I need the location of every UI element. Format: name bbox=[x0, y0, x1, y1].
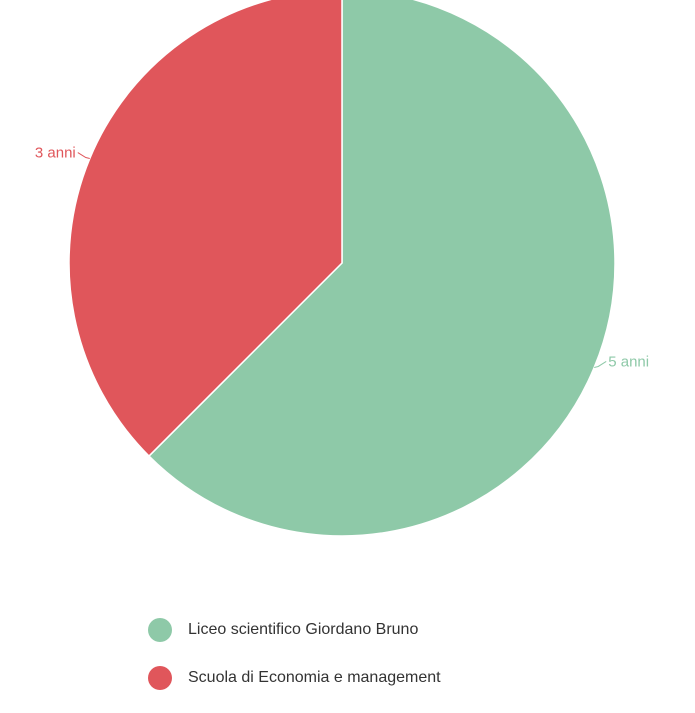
data-label-connector-1 bbox=[77, 152, 90, 160]
legend-label-liceo: Liceo scientifico Giordano Bruno bbox=[188, 621, 419, 638]
legend-label-scuola: Scuola di Economia e management bbox=[188, 669, 441, 686]
legend: Liceo scientifico Giordano Bruno Scuola … bbox=[148, 617, 441, 713]
legend-swatch-liceo bbox=[148, 618, 172, 642]
legend-item-scuola[interactable]: Scuola di Economia e management bbox=[148, 665, 441, 691]
legend-swatch-scuola bbox=[148, 666, 172, 690]
pie-chart: 5 anni 3 anni bbox=[35, 0, 649, 537]
data-label-1: 3 anni bbox=[35, 145, 76, 162]
data-label-connector-0 bbox=[594, 361, 607, 368]
pie-slice-1[interactable] bbox=[68, 0, 343, 458]
data-label-0: 5 anni bbox=[608, 353, 649, 370]
legend-item-liceo[interactable]: Liceo scientifico Giordano Bruno bbox=[148, 617, 441, 643]
